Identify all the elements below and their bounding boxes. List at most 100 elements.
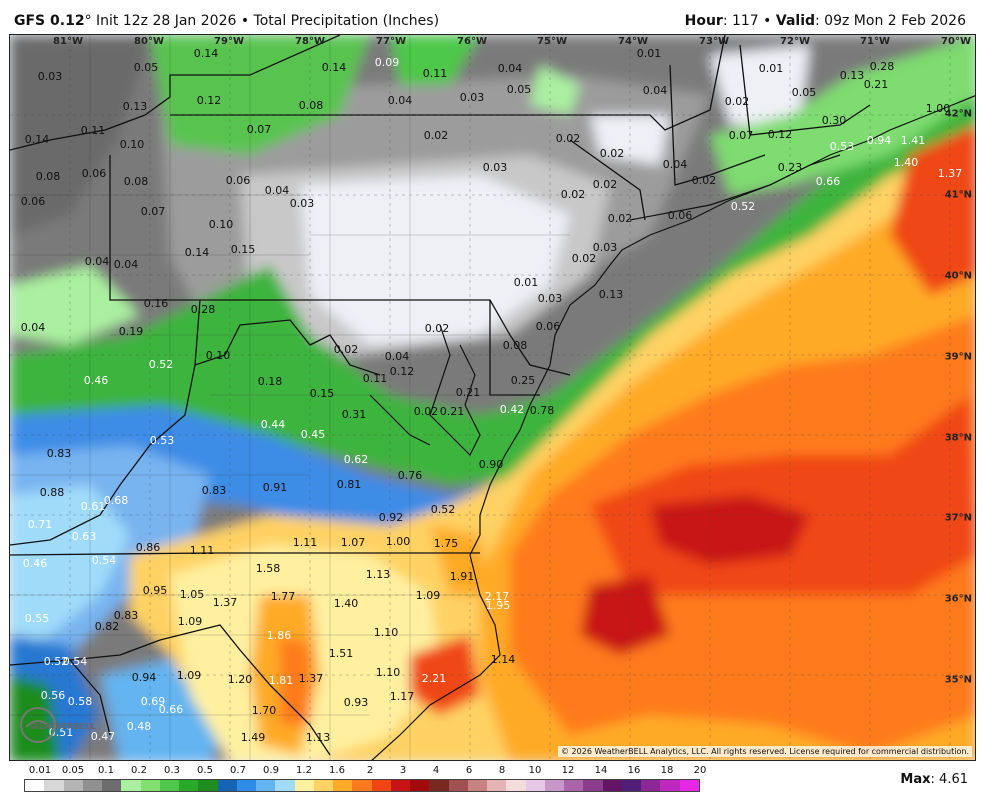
precip-value-label: 0.69 [140,695,166,708]
latitude-label: 35°N [944,674,972,686]
precip-value-label: 1.09 [176,669,202,682]
precip-value-label: 0.52 [148,358,174,371]
precip-value-label: 0.28 [190,303,216,316]
legend-swatch [25,780,45,791]
precip-value-label: 0.68 [103,494,129,507]
legend-label: 6 [465,765,473,776]
precipitation-map[interactable]: 81°W 80°W 79°W 78°W 77°W 76°W 75°W 74°W 73°W 72°W… [9,34,976,761]
precip-value-label: 0.08 [123,175,149,188]
precip-value-label: 0.88 [39,486,65,499]
county-lines [10,35,570,760]
legend-label: 0.1 [98,765,114,776]
precip-value-label: 1.00 [385,535,411,548]
precip-value-label: 0.02 [607,212,633,225]
model-title: GFS 0.12° Init 12z 28 Jan 2026 • Total P… [14,13,439,29]
precip-value-label: 1.11 [189,544,215,557]
legend-label: 0.7 [230,765,246,776]
precip-value-label: 1.20 [227,673,253,686]
longitude-label: 80°W [134,36,164,47]
precip-value-label: 1.10 [375,666,401,679]
precip-value-label: 0.12 [196,94,222,107]
precip-value-label: 0.04 [113,258,139,271]
legend-swatch [448,780,468,791]
longitude-label: 79°W [214,36,244,47]
legend-swatch [44,780,64,791]
precip-value-label: 1.09 [177,615,203,628]
precip-value-label: 0.04 [20,321,46,334]
precip-value-label: 0.52 [43,655,69,668]
legend-swatch [429,780,449,791]
legend-swatch [140,780,160,791]
precip-value-label: 0.13 [598,288,624,301]
hour-value: : 117 • [722,13,776,29]
precip-value-label: 0.03 [459,91,485,104]
precip-value-label: 0.04 [642,84,668,97]
header: GFS 0.12° Init 12z 28 Jan 2026 • Total P… [0,0,984,34]
precip-value-label: 1.00 [925,102,951,115]
legend-label: 0.5 [197,765,213,776]
precip-value-label: 0.25 [510,374,536,387]
precip-value-label: 1.14 [490,653,516,666]
precip-value-label: 0.07 [246,123,272,136]
precip-value-label: 0.83 [201,484,227,497]
precip-value-label: 0.94 [131,671,157,684]
legend-swatch [564,780,584,791]
precip-value-label: 1.86 [266,629,292,642]
precip-value-label: 0.63 [71,530,97,543]
precip-value-label: 0.66 [815,175,841,188]
precip-value-label: 1.07 [340,536,366,549]
map-canvas [10,35,975,760]
latitude-label: 38°N [944,432,972,444]
precip-value-label: 0.18 [257,375,283,388]
precip-value-label: 1.40 [893,156,919,169]
forecast-time: Hour: 117 • Valid: 09z Mon 2 Feb 2026 [685,13,966,29]
latitude-label: 41°N [944,189,972,201]
precip-value-label: 0.76 [397,469,423,482]
legend-swatch [313,780,333,791]
precip-value-label: 0.21 [439,405,465,418]
precip-value-label: 0.08 [35,170,61,183]
legend-label: 1.6 [329,765,345,776]
precip-value-label: 0.01 [513,276,539,289]
precip-value-label: 1.37 [212,596,238,609]
legend-label: 16 [627,765,641,776]
precip-value-label: 0.46 [83,374,109,387]
precip-value-label: 0.12 [767,128,793,141]
precip-value-label: 0.02 [571,252,597,265]
legend-label: 2 [366,765,374,776]
precip-value-label: 0.02 [413,405,439,418]
legend-swatch [102,780,122,791]
legend-label: 12 [561,765,575,776]
precip-value-label: 0.83 [46,447,72,460]
legend-swatch [390,780,410,791]
legend-label: 0.2 [131,765,147,776]
latitude-label: 40°N [944,270,972,282]
legend-swatch [333,780,353,791]
precip-value-label: 0.81 [336,478,362,491]
legend-swatch [660,780,680,791]
precip-value-label: 0.52 [730,200,756,213]
precip-value-label: 0.13 [122,100,148,113]
precip-value-label: 0.53 [829,140,855,153]
precip-value-label: 1.91 [449,570,475,583]
precip-value-label: 0.14 [24,133,50,146]
precip-value-label: 0.06 [667,209,693,222]
precip-value-label: 0.23 [777,161,803,174]
precip-value-label: 0.45 [300,428,326,441]
legend-label: 20 [693,765,707,776]
legend-swatch [236,780,256,791]
legend-label: 4 [432,765,440,776]
hour-label: Hour [684,13,723,29]
precip-value-label: 0.03 [482,161,508,174]
precip-value-label: 1.09 [415,589,441,602]
precip-value-label: 1.75 [433,537,459,550]
precip-value-label: 1.10 [373,626,399,639]
precip-value-label: 1.41 [900,134,926,147]
precip-value-label: 0.02 [724,95,750,108]
legend-swatch [371,780,391,791]
precip-value-label: 0.06 [535,320,561,333]
latitude-label: 36°N [944,593,972,605]
precip-value-label: 0.62 [343,453,369,466]
legend-label: 14 [594,765,608,776]
precip-value-label: 0.04 [497,62,523,75]
